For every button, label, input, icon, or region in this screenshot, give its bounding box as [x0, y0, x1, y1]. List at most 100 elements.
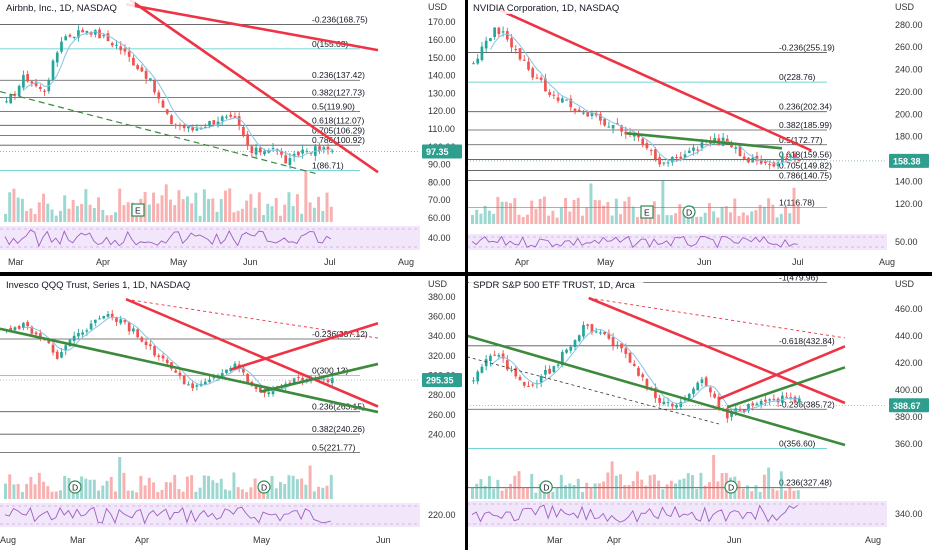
candle-body: [225, 116, 228, 118]
volume-bar: [699, 216, 703, 224]
candle-body: [93, 319, 97, 323]
candle-body: [284, 155, 288, 164]
candle-body: [505, 360, 509, 370]
candle-body: [742, 156, 746, 159]
fib-label: 0.5(119.90): [312, 101, 355, 111]
candle-body: [322, 379, 326, 381]
volume-bar: [105, 215, 109, 222]
volume-bar: [274, 488, 278, 499]
candle-body: [624, 348, 628, 354]
volume-bar: [581, 215, 584, 224]
volume-bar: [602, 481, 606, 499]
candle-body: [72, 36, 76, 38]
month-label: Aug: [0, 535, 16, 545]
fib-label: 0.236(202.34): [779, 102, 832, 112]
volume-bar: [164, 184, 168, 222]
volume-bar: [325, 485, 329, 499]
candle-body: [85, 330, 89, 332]
candle-body: [292, 378, 296, 384]
month-label: Apr: [96, 257, 110, 267]
volume-bar: [767, 467, 771, 499]
trendlines: [0, 298, 379, 414]
price-tick-label: 380.00: [895, 412, 923, 422]
volume-bar: [661, 180, 665, 224]
candle-body: [730, 143, 733, 148]
candle-body: [484, 359, 488, 367]
fib-levels: -0.236(168.75) 0(155.03) 0.236(137.42) 0.38…: [0, 14, 368, 171]
volume-bar: [249, 487, 253, 499]
panel-background: [467, 0, 932, 272]
volume-bar: [118, 457, 122, 499]
event-marker-label: D: [261, 483, 267, 493]
trendline: [588, 297, 846, 339]
volume-bar: [750, 211, 754, 224]
candle-body: [637, 134, 640, 138]
candle-body: [110, 313, 114, 318]
volume-bar: [614, 198, 618, 224]
volume-bar: [479, 213, 483, 224]
volume-bar: [181, 491, 185, 499]
price-tick-label: 170.00: [428, 17, 456, 27]
volume-bar: [325, 192, 329, 222]
volume-bar: [321, 210, 325, 222]
candle-body: [119, 319, 123, 324]
currency-label: USD: [895, 2, 915, 12]
candle-body: [628, 352, 632, 363]
candle-body: [326, 146, 330, 150]
volume-bar: [20, 198, 24, 222]
fib-label: 0.382(185.99): [779, 120, 832, 130]
candle-body: [17, 326, 21, 329]
volume-bar: [232, 472, 236, 499]
candle-body: [220, 372, 224, 379]
volume-bar: [12, 188, 16, 222]
volume-bar: [779, 471, 783, 499]
candle-body: [662, 401, 666, 405]
candle-body: [216, 121, 220, 126]
candle-body: [539, 376, 543, 383]
volume-bar: [496, 196, 500, 224]
volume-bar: [767, 198, 771, 224]
trendlines: [466, 296, 846, 447]
dividend-marker-circle: [539, 480, 553, 494]
price-tick-label: 360.00: [895, 439, 923, 449]
candle-body: [649, 150, 653, 152]
title-background: [2, 0, 135, 14]
moving-average-line: [490, 328, 800, 413]
candle-body: [237, 116, 241, 126]
volume-bar: [295, 479, 299, 499]
candle-body: [191, 383, 194, 389]
volume-bar: [784, 490, 788, 499]
volume-bar: [644, 216, 648, 224]
candle-body: [472, 63, 475, 65]
price-tick-label: 140.00: [428, 71, 456, 81]
volume-bar: [160, 195, 164, 222]
candle-body: [119, 46, 123, 51]
candle-body: [679, 401, 683, 407]
volume-bar: [771, 488, 775, 499]
candle-body: [713, 138, 716, 142]
trendlines: [495, 7, 812, 152]
candle-body: [153, 345, 156, 356]
candle-body: [246, 134, 249, 146]
candle-body: [195, 385, 199, 387]
volume-bar: [614, 475, 618, 499]
volume-bar: [602, 205, 606, 224]
candle-body: [522, 382, 526, 386]
candle-body: [203, 381, 207, 385]
trendline: [588, 296, 846, 405]
volume-bar: [236, 487, 240, 499]
volume-bar: [796, 204, 800, 224]
chart-panel-1: 170.00 160.00 150.00 140.00 130.00 120.00 110.…: [0, 0, 465, 272]
volume-bar: [245, 492, 249, 499]
volume-bar: [758, 204, 762, 224]
volume-bar: [262, 215, 266, 222]
candle-body: [510, 369, 513, 371]
volume-bar: [46, 486, 50, 499]
volume-bar: [796, 490, 800, 499]
volume-bar: [517, 214, 521, 224]
volume-bar: [287, 475, 291, 499]
volume-bar: [636, 471, 639, 499]
candle-body: [484, 40, 488, 49]
volume-bar: [190, 203, 194, 222]
